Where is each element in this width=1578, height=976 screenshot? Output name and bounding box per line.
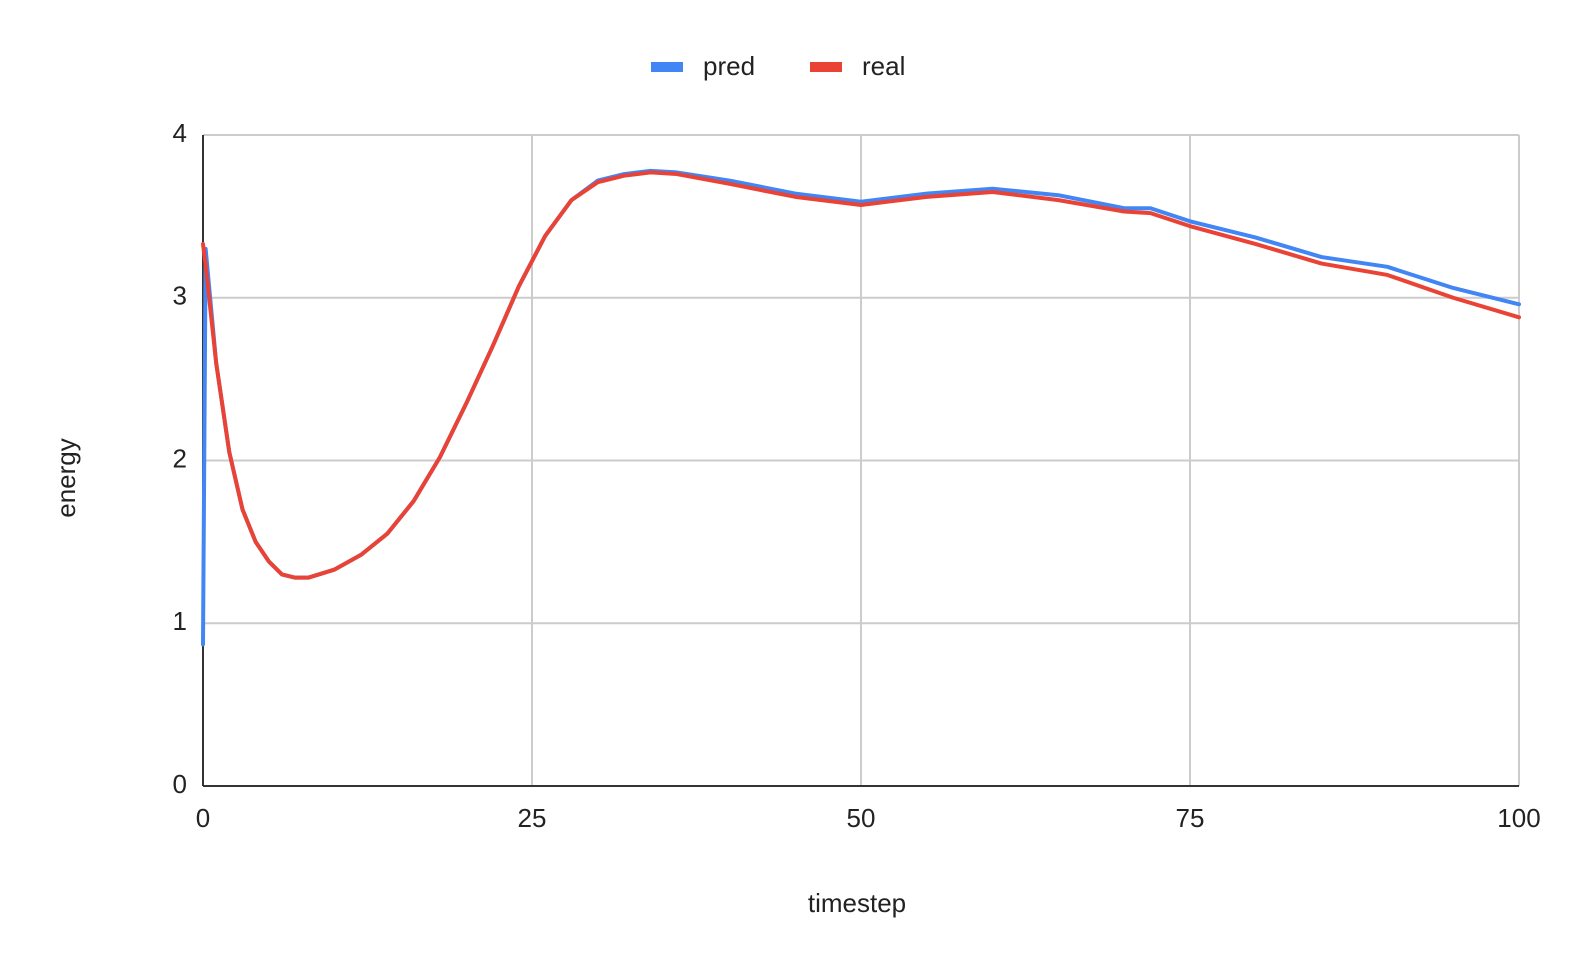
x-tick-label: 25 — [518, 803, 547, 833]
legend-swatch — [651, 62, 683, 72]
y-tick-label: 1 — [173, 606, 187, 636]
x-tick-label: 75 — [1176, 803, 1205, 833]
legend-label: real — [862, 51, 905, 81]
y-tick-label: 3 — [173, 281, 187, 311]
line-series — [201, 170, 1521, 580]
y-axis-title: energy — [51, 438, 81, 518]
x-tick-label: 0 — [196, 803, 210, 833]
x-axis-title: timestep — [808, 888, 906, 918]
legend-label: pred — [703, 51, 755, 81]
x-tick-label: 50 — [847, 803, 876, 833]
legend-swatch — [810, 62, 842, 72]
y-tick-label: 0 — [173, 769, 187, 799]
x-tick-label: 100 — [1497, 803, 1540, 833]
y-tick-label: 2 — [173, 443, 187, 473]
y-tick-label: 4 — [173, 118, 187, 148]
